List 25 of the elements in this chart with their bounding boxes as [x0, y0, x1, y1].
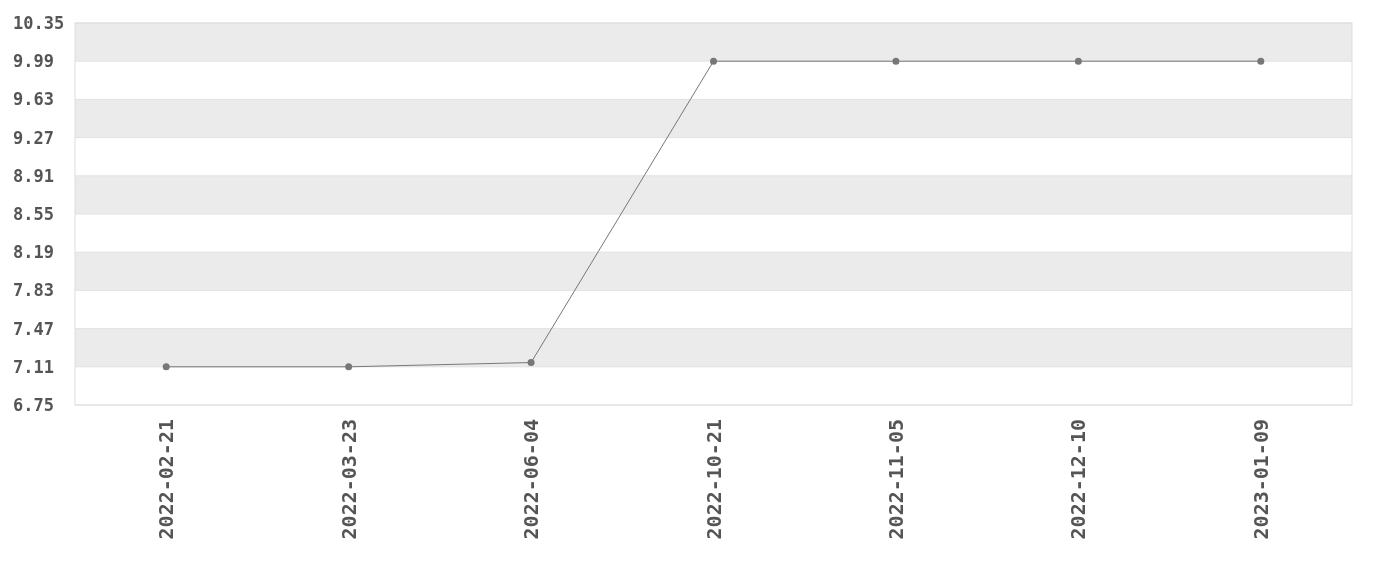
y-tick-label: 9.27: [13, 127, 54, 148]
y-tick-label: 10.35: [13, 12, 65, 33]
point: [1257, 57, 1265, 65]
point: [1074, 57, 1082, 65]
y-tick-label: 9.99: [13, 51, 54, 72]
x-tick-label: 2022-11-05: [883, 419, 908, 540]
y-tick-label: 7.83: [13, 280, 54, 301]
y-tick-label: 7.11: [13, 356, 54, 377]
point: [527, 359, 535, 367]
point: [345, 363, 353, 371]
point: [892, 57, 900, 65]
point: [710, 57, 717, 65]
x-tick-label: 2022-06-04: [519, 419, 544, 540]
y-tick-label: 7.47: [13, 318, 54, 339]
y-tick-label: 8.55: [13, 203, 54, 224]
y-tick-label: 6.75: [13, 394, 54, 415]
y-tick-label: 9.63: [13, 89, 54, 110]
y-tick-label: 8.19: [13, 242, 54, 263]
x-tick-label: 2023-01-09: [1248, 419, 1273, 540]
point: [162, 363, 170, 371]
x-tick-label: 2022-02-21: [154, 419, 179, 540]
x-tick-label: 2022-10-21: [701, 419, 726, 540]
x-tick-label: 2022-12-10: [1066, 419, 1091, 540]
x-tick-label: 2022-03-23: [336, 419, 361, 540]
y-tick-label: 8.91: [13, 165, 54, 186]
